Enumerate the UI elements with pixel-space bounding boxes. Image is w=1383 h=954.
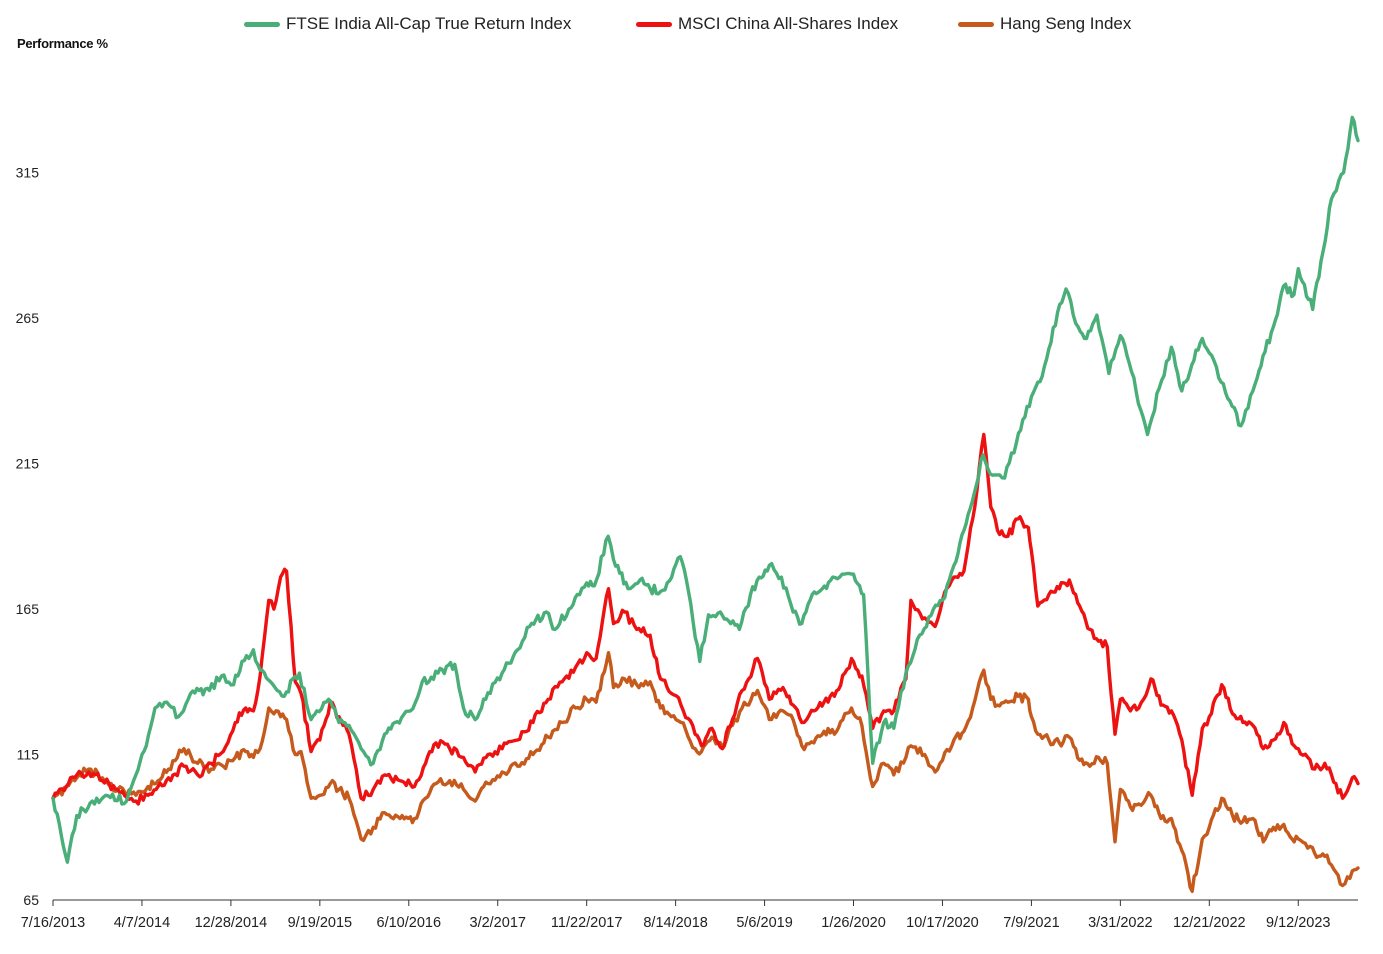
- series-line-ftse-india-all-cap-true-return-index: [51, 115, 1360, 864]
- x-tick-label: 8/14/2018: [643, 915, 708, 931]
- y-tick-label: 315: [16, 165, 40, 181]
- legend-item-hang-seng: Hang Seng Index: [958, 14, 1131, 34]
- legend-item-ftse-india: FTSE India All-Cap True Return Index: [244, 14, 571, 34]
- legend-item-msci-china: MSCI China All-Shares Index: [636, 14, 898, 34]
- x-tick-label: 6/10/2016: [377, 915, 442, 931]
- legend-swatch-hang-seng: [958, 21, 994, 27]
- legend-label-msci-china: MSCI China All-Shares Index: [678, 14, 899, 33]
- x-tick-label: 9/12/2023: [1266, 915, 1331, 931]
- y-tick-label: 165: [16, 601, 40, 617]
- y-tick-label: 265: [16, 310, 40, 326]
- x-tick-label: 12/28/2014: [195, 915, 268, 931]
- series-line-msci-china-all-shares-index: [51, 432, 1360, 806]
- x-tick-label: 4/7/2014: [114, 915, 170, 931]
- chart-legend: FTSE India All-Cap True Return Index MSC…: [0, 14, 1383, 38]
- series-line-hang-seng-index: [51, 651, 1360, 893]
- x-tick-label: 7/16/2013: [21, 915, 86, 931]
- x-tick-label: 11/22/2017: [551, 915, 623, 931]
- x-tick-label: 5/6/2019: [736, 915, 792, 931]
- chart-axes: 65 115 165 215 265 315 7/16/2013 4/7/2014 12/28/…: [16, 165, 1358, 931]
- x-tick-label: 7/9/2021: [1003, 915, 1059, 931]
- legend-swatch-msci-china: [636, 21, 672, 27]
- x-tick-label: 3/31/2022: [1088, 915, 1153, 931]
- legend-swatch-ftse-india: [244, 21, 280, 27]
- chart-series-lines: [51, 115, 1360, 893]
- legend-label-hang-seng: Hang Seng Index: [1000, 14, 1132, 33]
- x-tick-label: 3/2/2017: [470, 915, 526, 931]
- y-axis-label: Performance %: [17, 36, 108, 51]
- y-tick-label: 215: [16, 456, 40, 472]
- x-tick-label: 10/17/2020: [906, 915, 979, 931]
- y-tick-label: 65: [23, 892, 39, 908]
- x-tick-label: 12/21/2022: [1173, 915, 1246, 931]
- legend-label-ftse-india: FTSE India All-Cap True Return Index: [286, 14, 572, 33]
- x-tick-label: 1/26/2020: [821, 915, 886, 931]
- y-tick-label: 115: [17, 747, 40, 763]
- x-tick-label: 9/19/2015: [288, 915, 353, 931]
